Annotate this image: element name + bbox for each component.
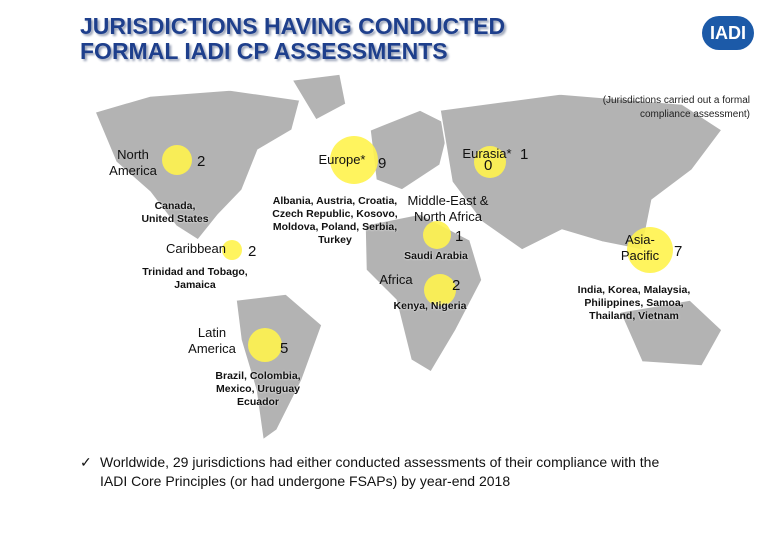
note: (Jurisdictions carried out a formal comp… [603,94,750,122]
region-count: 1 [520,146,529,163]
region-circle [162,145,192,175]
region-count: 5 [280,340,289,357]
australia [618,299,723,367]
member-line: Turkey [318,234,352,246]
member-line: Albania, Austria, Croatia, [272,195,398,207]
region-name: Caribbean [166,241,226,257]
region-name-line: Caribbean [166,241,226,256]
region-members: Trinidad and Tobago, Jamaica [142,266,247,292]
member-line: Moldova, Poland, Serbia, [272,221,398,233]
europe [369,109,451,191]
region-count: 9 [378,155,387,172]
region-circle [222,240,242,260]
region-name: Africa [379,272,412,288]
member-line: Ecuador [236,396,279,408]
region-name: Eurasia* [462,146,511,162]
region-circle [423,221,451,249]
note-line: compliance assessment) [639,109,750,120]
note-line: (Jurisdictions carried out a formal [602,95,750,106]
region-circle [424,274,456,306]
bullet: ✓ [80,454,92,470]
footer-line: Worldwide, 29 jurisdictions had either c… [100,454,660,470]
region-name: Asia- Pacific [621,232,659,264]
region-name: Middle-East & North Africa [408,193,489,225]
region-name-line: North [117,147,149,162]
region-count: 7 [674,243,683,260]
region-name-line: Eurasia* [462,146,512,161]
footer-text: Worldwide, 29 jurisdictions had either c… [100,453,659,491]
member-line: Thailand, Vietnam [589,310,679,322]
member-line: Czech Republic, Kosovo, [272,208,398,220]
region-count: 2 [452,277,461,294]
member-line: India, Korea, Malaysia, [577,284,691,296]
region-name-line: Africa [379,272,413,287]
region-name-line: Pacific [620,248,660,263]
title-line: JURISDICTIONS HAVING CONDUCTED [80,13,506,39]
region-count: 2 [197,153,206,170]
south-america [235,293,323,442]
region-count: 1 [455,228,464,245]
title-line: FORMAL IADI CP ASSESSMENTS [80,38,448,64]
member-line: Philippines, Samoa, [584,297,684,309]
greenland [290,73,347,121]
member-line: Mexico, Uruguay [215,383,301,395]
region-circles [162,136,673,362]
region-members: Saudi Arabia [404,250,468,263]
region-name: Europe* [319,152,366,168]
region-members: Canada, United States [141,200,208,226]
region-members: Albania, Austria, Croatia, Czech Republic… [272,195,397,247]
title: JURISDICTIONS HAVING CONDUCTED FORMAL IA… [80,14,505,64]
region-name: Latin America [188,325,236,357]
member-line: Jamaica [174,279,216,291]
member-line: Brazil, Colombia, [215,370,301,382]
continents [93,73,724,442]
footer-line: IADI Core Principles (or had undergone F… [100,473,511,489]
region-members: Brazil, Colombia, Mexico, Uruguay Ecuador [215,370,300,409]
member-line: Trinidad and Tobago, [142,266,248,278]
logo: IADI [702,16,754,50]
member-line: Kenya, Nigeria [393,300,467,312]
region-name-line: North Africa [414,209,482,224]
region-name-line: America [109,163,157,178]
north-america [93,89,301,241]
region-name-line: Asia- [625,232,655,247]
member-line: Canada, [154,200,196,212]
region-name: North America [109,147,157,179]
member-line: Saudi Arabia [404,250,468,262]
region-circle [474,146,506,178]
region-count: 0 [484,157,493,174]
member-line: United States [141,213,209,225]
region-count: 2 [248,243,257,260]
region-name-line: Europe* [318,152,366,167]
region-name-line: America [188,341,236,356]
region-circle [627,227,673,273]
region-circle [330,136,378,184]
region-members: Kenya, Nigeria [394,300,467,313]
region-name-line: Latin [197,325,227,340]
region-name-line: Middle-East & [407,193,489,208]
region-circle [248,328,282,362]
region-members: India, Korea, Malaysia, Philippines, Samo… [578,284,691,323]
